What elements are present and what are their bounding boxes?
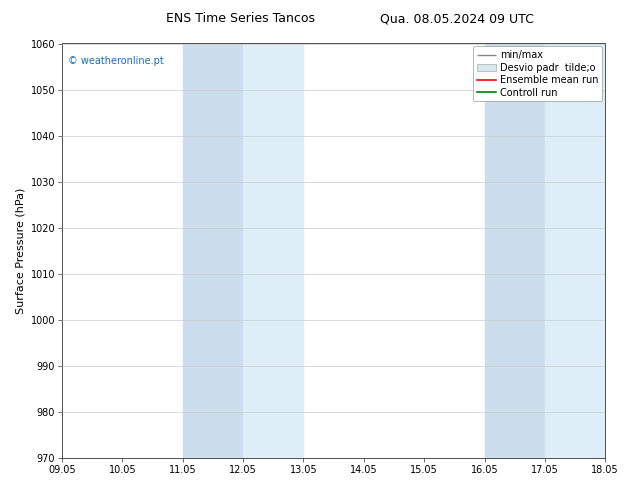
Bar xyxy=(484,44,545,458)
Bar xyxy=(545,44,605,458)
Bar xyxy=(183,44,243,458)
Y-axis label: Surface Pressure (hPa): Surface Pressure (hPa) xyxy=(15,188,25,314)
Text: © weatheronline.pt: © weatheronline.pt xyxy=(68,56,164,66)
Legend: min/max, Desvio padr  tilde;o, Ensemble mean run, Controll run: min/max, Desvio padr tilde;o, Ensemble m… xyxy=(473,47,602,101)
Bar xyxy=(243,44,304,458)
Text: ENS Time Series Tancos: ENS Time Series Tancos xyxy=(166,12,316,25)
Text: Qua. 08.05.2024 09 UTC: Qua. 08.05.2024 09 UTC xyxy=(380,12,533,25)
